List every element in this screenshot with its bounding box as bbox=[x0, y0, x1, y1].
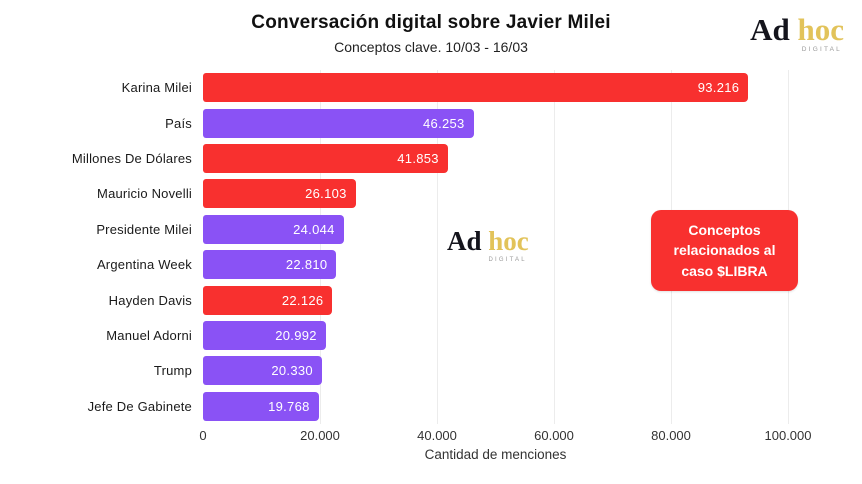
adhoc-logo: Ad hoc DIGITAL bbox=[750, 14, 844, 54]
x-axis-tick-label: 0 bbox=[199, 428, 207, 443]
x-axis-tick-label: 40.000 bbox=[417, 428, 457, 443]
bar-rows: Karina Milei 93.216 País 46.253 Millones De … bbox=[0, 70, 788, 424]
bar-value-label: 22.810 bbox=[285, 257, 328, 273]
adhoc-wordmark: Ad hoc bbox=[750, 14, 844, 45]
category-label: Argentina Week bbox=[96, 257, 192, 273]
adhoc-watermark-wordmark: Ad hoc bbox=[447, 228, 529, 255]
category-label: Hayden Davis bbox=[108, 292, 192, 308]
x-axis-tick-label: 80.000 bbox=[651, 428, 691, 443]
bar-value-label: 19.768 bbox=[268, 398, 310, 414]
adhoc-ad-text: Ad bbox=[750, 12, 790, 47]
category-label: Manuel Adorni bbox=[106, 327, 192, 343]
bar: 24.044 bbox=[203, 214, 344, 244]
category-label: Trump bbox=[153, 363, 192, 379]
adhoc-hoc-text: hoc bbox=[488, 226, 529, 256]
header: Conversación digital sobre Javier Milei … bbox=[0, 12, 862, 55]
bar-track: 20.992 bbox=[203, 320, 788, 350]
bar-row: Mauricio Novelli 26.103 bbox=[0, 176, 788, 211]
chart-title: Conversación digital sobre Javier Milei bbox=[251, 12, 611, 33]
bar-row: Trump 20.330 bbox=[0, 353, 788, 388]
bar-track: 41.853 bbox=[203, 143, 788, 173]
bar-value-label: 26.103 bbox=[305, 186, 347, 202]
chart-subtitle: Conceptos clave. 10/03 - 16/03 bbox=[334, 39, 528, 55]
bar: 93.216 bbox=[203, 73, 749, 103]
category-label: Mauricio Novelli bbox=[97, 186, 192, 202]
libra-annotation-box: Conceptos relacionados al caso $LIBRA bbox=[651, 210, 798, 291]
bar-row: País 46.253 bbox=[0, 105, 788, 140]
x-axis-tick-label: 100.000 bbox=[764, 428, 812, 443]
bar-value-label: 22.126 bbox=[281, 292, 324, 308]
bar-track: 26.103 bbox=[203, 179, 788, 209]
category-label: Presidente Milei bbox=[96, 221, 192, 237]
bar-row: Argentina Week 22.810 bbox=[0, 247, 788, 282]
bar: 22.810 bbox=[203, 250, 337, 280]
bar-track: 22.126 bbox=[203, 285, 788, 315]
bar-row: Jefe De Gabinete 19.768 bbox=[0, 389, 788, 424]
bar-value-label: 46.253 bbox=[423, 115, 465, 131]
bar-row: Presidente Milei 24.044 bbox=[0, 212, 788, 247]
bar-track: 22.810 bbox=[203, 250, 788, 280]
bar-value-label: 41.853 bbox=[397, 150, 439, 166]
category-label: País bbox=[165, 115, 192, 131]
gridline bbox=[320, 70, 321, 424]
bar-value-label: 93.216 bbox=[697, 80, 740, 96]
bar: 22.126 bbox=[203, 285, 333, 315]
bar-value-label: 20.330 bbox=[271, 363, 313, 379]
x-axis-tick-label: 60.000 bbox=[534, 428, 574, 443]
bar-value-label: 20.992 bbox=[275, 327, 317, 343]
adhoc-digital-text: DIGITAL bbox=[488, 257, 527, 263]
bar-row: Manuel Adorni 20.992 bbox=[0, 318, 788, 353]
bar-row: Hayden Davis 22.126 bbox=[0, 282, 788, 317]
category-label: Jefe De Gabinete bbox=[87, 398, 192, 414]
bar: 20.330 bbox=[203, 356, 322, 386]
adhoc-digital-text: DIGITAL bbox=[801, 46, 842, 53]
bar: 19.768 bbox=[203, 391, 319, 421]
bar-row: Karina Milei 93.216 bbox=[0, 70, 788, 105]
bar: 20.992 bbox=[203, 320, 326, 350]
category-label: Karina Milei bbox=[121, 80, 192, 96]
bar: 26.103 bbox=[203, 179, 356, 209]
gridline bbox=[554, 70, 555, 424]
x-axis-ticks: 0 20.000 40.000 60.000 80.000 100.000 bbox=[199, 428, 811, 444]
adhoc-ad-text: Ad bbox=[447, 226, 482, 256]
bar-track: 19.768 bbox=[203, 391, 788, 421]
adhoc-watermark: Ad hoc DIGITAL bbox=[447, 228, 529, 264]
gridline bbox=[437, 70, 438, 424]
bar: 46.253 bbox=[203, 108, 474, 138]
x-axis-label: Cantidad de menciones bbox=[424, 447, 567, 462]
bar: 41.853 bbox=[203, 143, 448, 173]
bar-value-label: 24.044 bbox=[293, 221, 335, 237]
x-axis-tick-label: 20.000 bbox=[300, 428, 340, 443]
bar-track: 93.216 bbox=[203, 73, 788, 103]
bar-track: 24.044 bbox=[203, 214, 788, 244]
bar-track: 20.330 bbox=[203, 356, 788, 386]
category-label: Millones De Dólares bbox=[71, 150, 192, 166]
bar-track: 46.253 bbox=[203, 108, 788, 138]
bar-row: Millones De Dólares 41.853 bbox=[0, 141, 788, 176]
adhoc-hoc-text: hoc bbox=[797, 12, 845, 47]
